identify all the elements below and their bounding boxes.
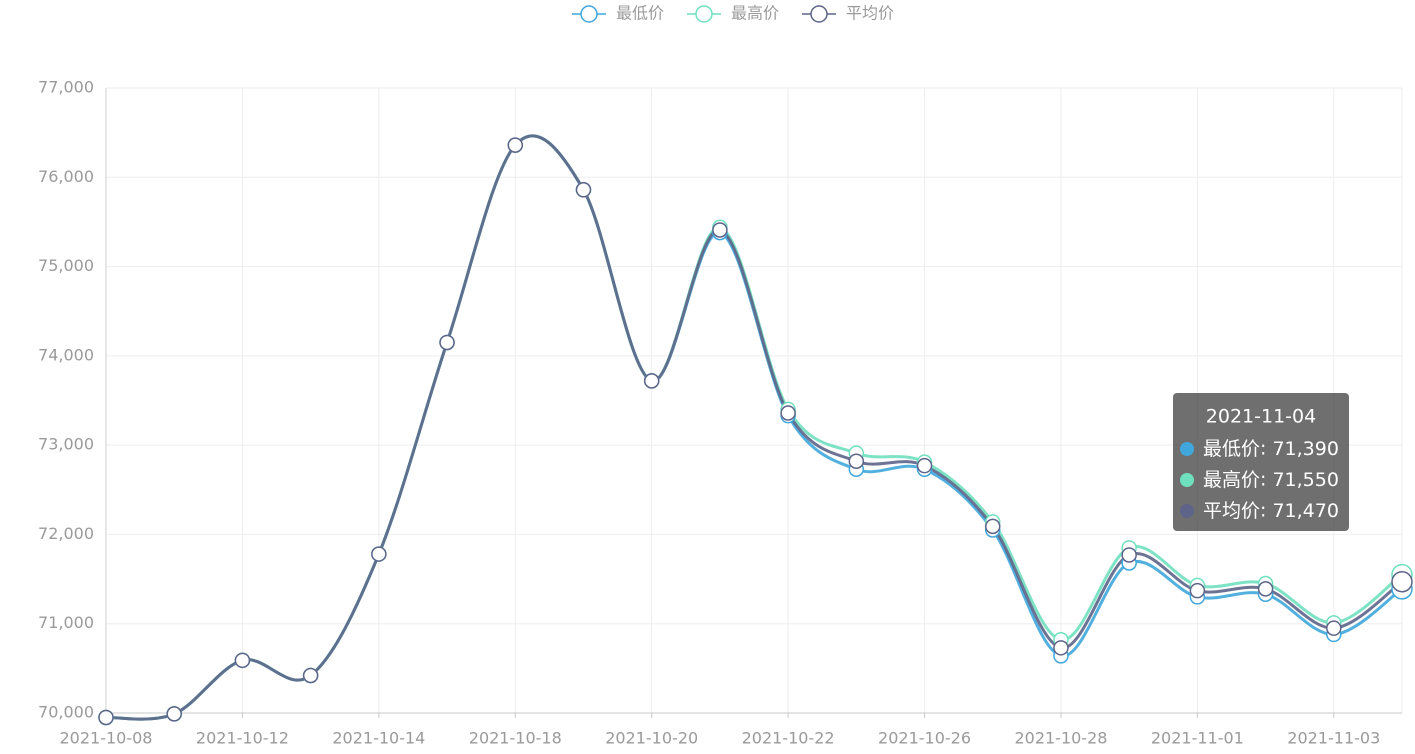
- data-point: [916, 457, 933, 474]
- x-tick-label: 2021-10-12: [196, 729, 289, 748]
- data-point: [1391, 571, 1413, 593]
- y-tick-label: 76,000: [38, 167, 94, 186]
- x-tick-label: 2021-10-26: [878, 729, 971, 748]
- data-point: [780, 405, 796, 421]
- data-point: [1121, 547, 1137, 563]
- data-point: [1326, 620, 1342, 636]
- x-tick-label: 2021-10-22: [742, 729, 835, 748]
- y-tick-label: 77,000: [38, 78, 94, 97]
- legend-label: 最高价: [731, 4, 779, 23]
- tooltip-name: 平均价: [1203, 500, 1260, 522]
- data-point: [439, 334, 455, 351]
- data-point: [302, 667, 319, 684]
- data-point: [575, 182, 592, 198]
- y-tick-label: 70,000: [38, 703, 94, 722]
- data-point: [1257, 581, 1274, 597]
- y-tick-label: 72,000: [38, 524, 94, 543]
- tooltip: 2021-11-04 最低价: 71,390 最高价: 71,550 平均价: 71,…: [1173, 393, 1349, 531]
- legend-icon: [810, 5, 828, 23]
- x-tick-label: 2021-10-08: [60, 729, 153, 748]
- y-tick-label: 75,000: [38, 256, 94, 275]
- tooltip-value: 71,390: [1272, 438, 1338, 460]
- tooltip-marker: [1180, 442, 1194, 456]
- x-tick-label: 2021-11-01: [1151, 729, 1244, 748]
- tooltip-marker: [1180, 473, 1194, 487]
- data-point: [234, 652, 251, 669]
- data-point: [712, 222, 728, 238]
- y-tick-label: 73,000: [38, 435, 94, 454]
- data-point: [166, 706, 182, 722]
- x-tick-label: 2021-10-18: [469, 729, 562, 748]
- y-tick-label: 74,000: [38, 345, 94, 364]
- legend-label: 最低价: [616, 4, 664, 23]
- tooltip-value: 71,470: [1272, 500, 1338, 522]
- data-point: [371, 546, 387, 562]
- tooltip-name: 最低价: [1203, 438, 1260, 460]
- y-tick-label: 71,000: [38, 613, 94, 632]
- tooltip-name: 最高价: [1203, 469, 1260, 491]
- data-point: [1053, 640, 1069, 656]
- tooltip-item: 平均价: 71,470: [1203, 500, 1339, 522]
- data-point: [1189, 582, 1206, 599]
- data-point: [848, 453, 865, 469]
- tooltip-item: 最低价: 71,390: [1203, 438, 1339, 460]
- tooltip-box: [1173, 393, 1349, 531]
- tooltip-marker: [1180, 504, 1194, 518]
- data-point: [507, 137, 524, 153]
- x-tick-label: 2021-11-03: [1287, 729, 1380, 748]
- x-tick-label: 2021-10-14: [332, 729, 425, 748]
- x-tick-label: 2021-10-20: [605, 729, 698, 748]
- data-point: [643, 373, 660, 389]
- x-tick-label: 2021-10-28: [1014, 729, 1107, 748]
- legend-label: 平均价: [846, 4, 894, 23]
- data-point: [984, 518, 1001, 535]
- legend-icon: [580, 5, 598, 23]
- tooltip-item: 最高价: 71,550: [1203, 469, 1339, 491]
- legend-icon: [695, 5, 713, 23]
- data-point: [98, 709, 114, 726]
- tooltip-title: 2021-11-04: [1206, 406, 1316, 428]
- tooltip-value: 71,550: [1272, 469, 1338, 491]
